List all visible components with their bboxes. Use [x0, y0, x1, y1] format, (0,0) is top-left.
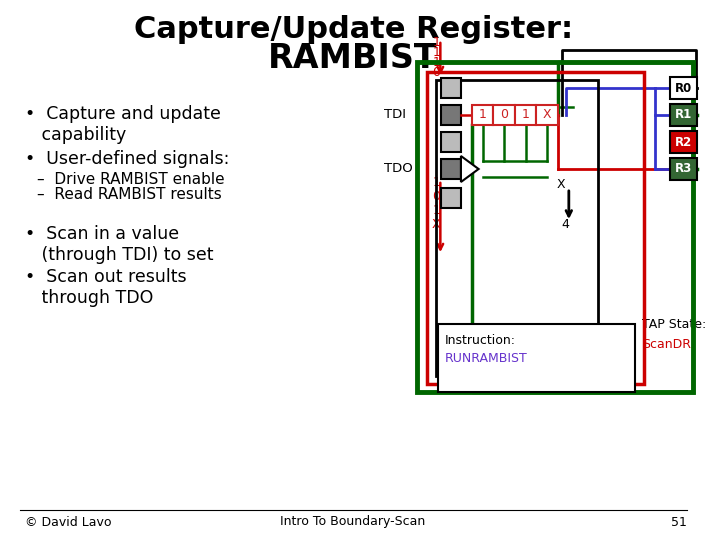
Text: X: X: [557, 178, 565, 191]
Text: 1: 1: [479, 109, 487, 122]
Text: Instruction:: Instruction:: [444, 334, 516, 347]
Text: •  User-defined signals:: • User-defined signals:: [24, 150, 229, 168]
Bar: [472, 105, 493, 125]
Text: •  Scan out results
   through TDO: • Scan out results through TDO: [24, 268, 186, 307]
Bar: [493, 105, 515, 125]
Text: X: X: [432, 219, 441, 232]
Text: R3: R3: [675, 163, 692, 176]
Text: TDO: TDO: [384, 163, 413, 176]
Text: –  Drive RAMBIST enable: – Drive RAMBIST enable: [37, 172, 225, 187]
Polygon shape: [461, 156, 479, 182]
Text: R2: R2: [675, 136, 692, 148]
Text: •  Scan in a value
   (through TDI) to set: • Scan in a value (through TDI) to set: [24, 225, 213, 264]
Text: X: X: [543, 109, 552, 122]
Text: 1: 1: [433, 177, 441, 190]
Bar: [670, 104, 697, 126]
Bar: [536, 105, 558, 125]
Text: 0: 0: [433, 191, 441, 204]
Bar: [515, 105, 536, 125]
Text: TDI: TDI: [384, 109, 407, 122]
Text: –  Read RAMBIST results: – Read RAMBIST results: [37, 187, 222, 202]
Text: © David Lavo: © David Lavo: [24, 516, 111, 529]
Text: 4: 4: [561, 219, 569, 232]
Text: ScanDR: ScanDR: [642, 339, 691, 352]
Bar: [427, 72, 644, 384]
Text: 1: 1: [433, 57, 441, 70]
Text: R0: R0: [675, 82, 692, 94]
Text: RUNRAMBIST: RUNRAMBIST: [444, 352, 527, 365]
Bar: [436, 80, 598, 376]
Bar: [417, 62, 693, 392]
Bar: [670, 77, 697, 99]
Bar: [441, 188, 461, 208]
Text: 0: 0: [433, 66, 441, 79]
Bar: [441, 159, 461, 179]
Text: 51: 51: [670, 516, 686, 529]
Text: 1: 1: [433, 205, 441, 218]
Bar: [670, 131, 697, 153]
Text: Capture/Update Register:: Capture/Update Register:: [133, 16, 572, 44]
Text: 1: 1: [433, 37, 441, 50]
Bar: [670, 158, 697, 180]
Text: •  Capture and update
   capability: • Capture and update capability: [24, 105, 220, 144]
Bar: [441, 132, 461, 152]
Text: Intro To Boundary-Scan: Intro To Boundary-Scan: [280, 516, 426, 529]
Text: 0: 0: [500, 109, 508, 122]
Bar: [441, 78, 461, 98]
Text: RAMBIST: RAMBIST: [269, 42, 438, 75]
Bar: [438, 324, 634, 392]
Text: TAP State:: TAP State:: [642, 319, 706, 332]
Text: 1: 1: [522, 109, 530, 122]
Text: R1: R1: [675, 109, 692, 122]
Text: 1: 1: [433, 46, 441, 59]
Bar: [441, 105, 461, 125]
